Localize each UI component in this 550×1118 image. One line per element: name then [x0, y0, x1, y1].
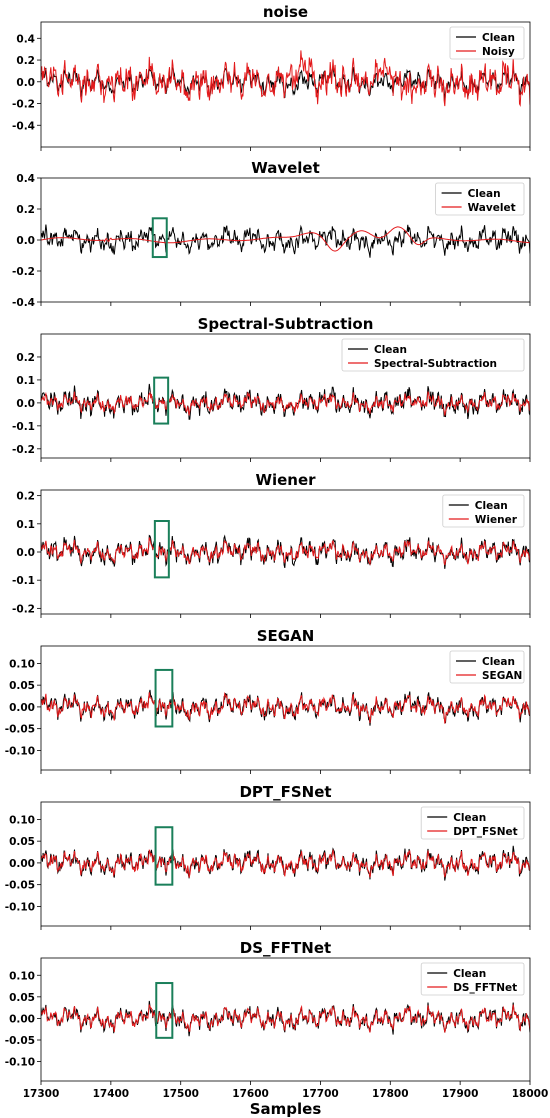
y-tick-label: -0.1	[12, 421, 35, 433]
y-tick-label: -0.4	[12, 297, 35, 309]
x-tick-label: 17800	[372, 1088, 409, 1100]
y-tick-label: 0.0	[16, 77, 35, 89]
y-tick-label: 0.05	[9, 992, 35, 1004]
y-tick-label: 0.05	[9, 680, 35, 692]
axes-frame	[40, 645, 531, 771]
legend-label: Clean	[374, 344, 407, 356]
x-tick-label: 17500	[162, 1088, 199, 1100]
legend-label: DS_FFTNet	[453, 982, 517, 994]
x-axis-label: Samples	[250, 1100, 322, 1118]
legend-label: Clean	[453, 968, 486, 980]
y-tick-label: 0.10	[9, 814, 35, 826]
legend-label: DPT_FSNet	[453, 826, 518, 838]
panel-spectral-subtraction: Spectral-Subtraction -0.2 -0.1 0.0 0.1 0.2 Cle…	[12, 315, 531, 462]
x-tick-label: 17900	[442, 1088, 479, 1100]
series-line-dpt-fsnet	[41, 849, 530, 878]
legend-box	[341, 338, 525, 372]
y-tick-label: 0.00	[9, 1013, 35, 1025]
y-tick-label: -0.4	[12, 120, 35, 132]
axes-frame	[40, 957, 531, 1082]
legend-label: Wavelet	[468, 202, 516, 214]
y-tick-label: -0.1	[12, 575, 35, 587]
y-tick-label: -0.2	[12, 444, 35, 456]
series-line-clean	[41, 224, 530, 258]
highlight-box	[155, 982, 174, 1039]
y-tick-label: 0.2	[16, 204, 35, 216]
legend-label: SEGAN	[482, 670, 522, 682]
y-tick-label: 0.00	[9, 702, 35, 714]
legend-label: Clean	[453, 812, 486, 824]
legend-label: Clean	[468, 188, 501, 200]
y-tick-label: 0.2	[16, 55, 35, 67]
x-tick-label: 17400	[93, 1088, 130, 1100]
panel-title: Wiener	[255, 471, 316, 489]
y-tick-label: -0.10	[5, 1057, 35, 1069]
legend-label: Clean	[482, 32, 515, 44]
panel-segan: SEGAN -0.10 -0.05 0.00 0.05 0.10 Clean SEGAN	[5, 627, 531, 774]
series-line-noisy	[41, 50, 530, 108]
x-tick-label: 17700	[302, 1088, 339, 1100]
y-tick-label: 0.2	[16, 352, 35, 364]
panel-dpt-fsnet: DPT_FSNet -0.10 -0.05 0.00 0.05 0.10 Clean DPT_…	[5, 783, 531, 930]
y-tick-label: -0.2	[12, 603, 35, 615]
y-tick-label: 0.1	[16, 519, 35, 531]
highlight-box	[154, 668, 174, 728]
highlight-box	[154, 826, 174, 886]
axes-frame	[40, 333, 531, 459]
y-tick-label: -0.2	[12, 99, 35, 111]
legend-label: Noisy	[482, 46, 515, 58]
highlight-box	[151, 217, 168, 259]
x-tick-label: 17600	[232, 1088, 269, 1100]
y-tick-label: 0.4	[16, 173, 35, 185]
y-tick-label: 0.00	[9, 858, 35, 870]
legend-label: Wiener	[475, 514, 518, 526]
y-tick-label: 0.0	[16, 547, 35, 559]
y-tick-label: 0.0	[16, 235, 35, 247]
y-tick-label: -0.10	[5, 745, 35, 757]
legend-label: Spectral-Subtraction	[374, 358, 497, 370]
panel-title: DS_FFTNet	[240, 939, 331, 957]
y-tick-label: 0.2	[16, 491, 35, 503]
y-tick-label: 0.10	[9, 658, 35, 670]
x-tick-label: 17300	[23, 1088, 60, 1100]
y-tick-label: 0.1	[16, 375, 35, 387]
panel-ds-fftnet: DS_FFTNet -0.10 -0.05 0.00 0.05 0.10 Clean DS_F…	[5, 939, 549, 1118]
series-line-segan	[41, 691, 530, 724]
y-tick-label: 0.10	[9, 970, 35, 982]
y-tick-label: -0.05	[5, 724, 35, 736]
y-tick-label: -0.2	[12, 266, 35, 278]
series-line-wavelet	[41, 226, 530, 252]
highlight-box	[153, 376, 170, 425]
highlight-box	[153, 520, 170, 579]
panel-noise: noise -0.4 -0.2 0.0 0.2 0.4 Clean Noisy	[12, 3, 531, 151]
panel-title: noise	[263, 3, 308, 21]
y-tick-label: -0.05	[5, 880, 35, 892]
legend-label: Clean	[482, 656, 515, 668]
series-line-wiener	[41, 537, 530, 566]
y-tick-label: 0.0	[16, 398, 35, 410]
axes-frame	[40, 801, 531, 927]
panel-wavelet: Wavelet -0.4 -0.2 0.0 0.2 0.4 Clean Wavelet	[12, 159, 531, 309]
y-tick-label: -0.05	[5, 1035, 35, 1047]
y-tick-label: 0.05	[9, 836, 35, 848]
x-tick-label: 18000	[512, 1088, 549, 1100]
panel-title: Wavelet	[251, 159, 320, 177]
panel-title: Spectral-Subtraction	[198, 315, 374, 333]
axes-frame	[40, 21, 531, 148]
legend-label: Clean	[475, 500, 508, 512]
panel-wiener: Wiener -0.2 -0.1 0.0 0.1 0.2 Clean Wiener	[12, 471, 531, 618]
series-line-spectral-subtraction	[41, 391, 530, 416]
series-line-ds-fftnet	[41, 1003, 530, 1033]
panel-title: DPT_FSNet	[239, 783, 331, 801]
y-tick-label: -0.10	[5, 901, 35, 913]
panel-title: SEGAN	[257, 627, 315, 645]
y-tick-label: 0.4	[16, 33, 35, 45]
series-line-clean	[41, 845, 530, 881]
